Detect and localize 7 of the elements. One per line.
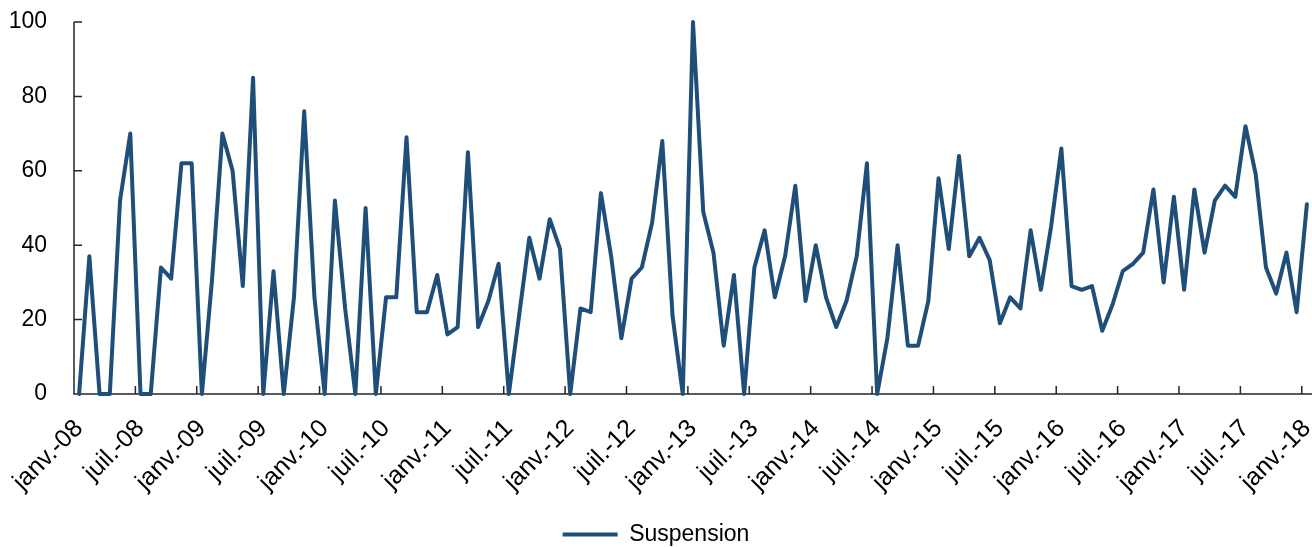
y-tick-label: 0 [34, 379, 47, 406]
y-tick-label: 60 [21, 156, 47, 183]
y-tick-label: 80 [21, 81, 47, 108]
y-tick-label: 40 [21, 230, 47, 257]
y-tick-label: 100 [8, 7, 47, 34]
legend-label: Suspension [629, 519, 750, 546]
y-tick-label: 20 [21, 304, 47, 331]
